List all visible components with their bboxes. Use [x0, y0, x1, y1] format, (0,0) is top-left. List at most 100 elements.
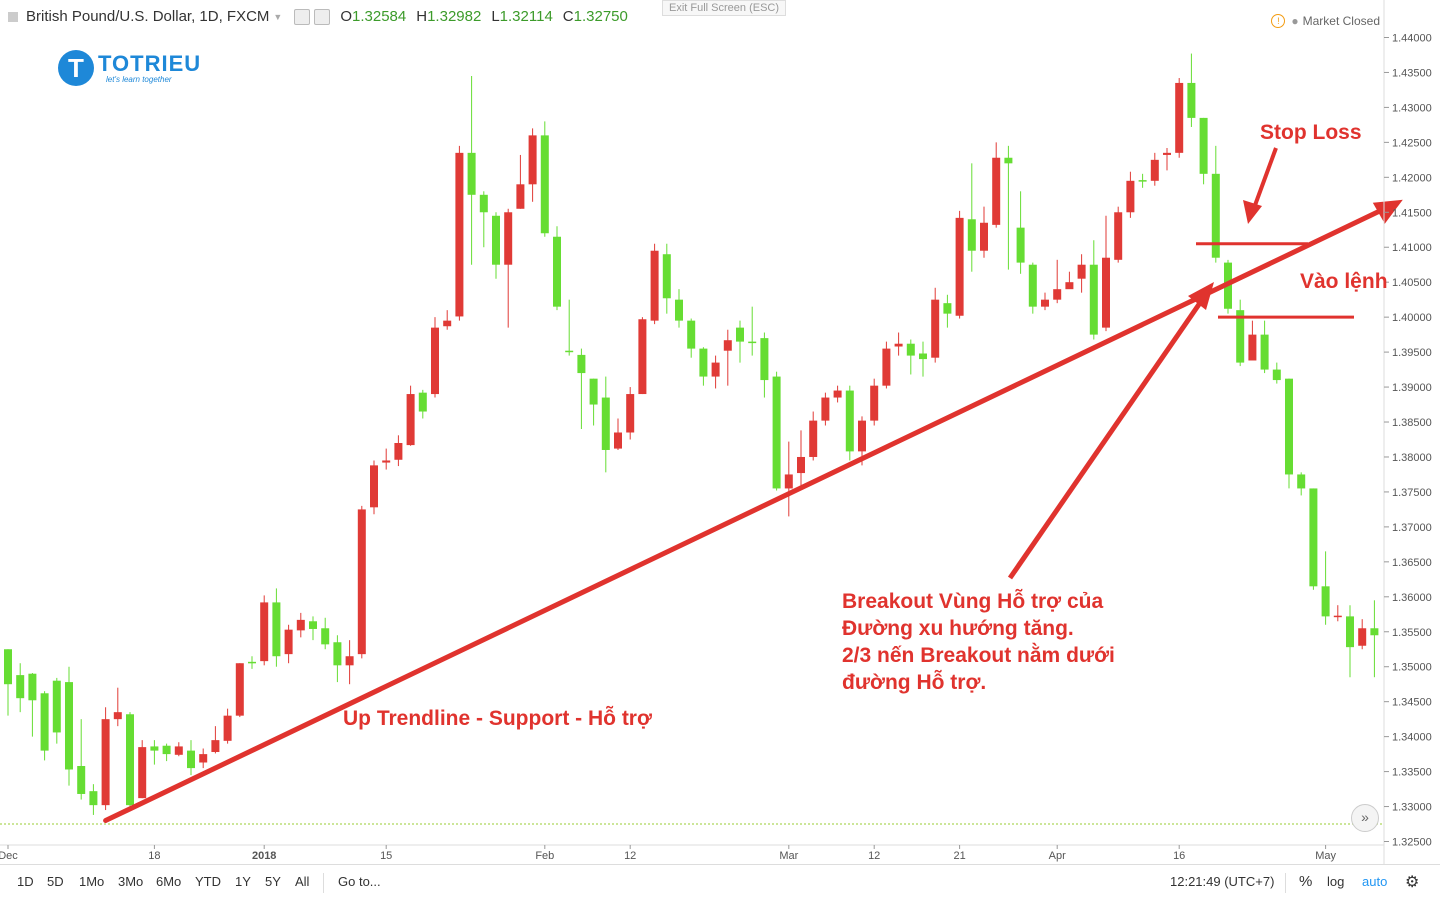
candle-body — [845, 390, 854, 452]
candle-body — [614, 432, 622, 449]
candle-body — [1102, 257, 1110, 328]
candle-body — [736, 327, 744, 342]
percent-toggle[interactable]: % — [1299, 873, 1313, 890]
candle-down — [1041, 292, 1049, 311]
candle-down — [626, 387, 635, 440]
y-tick-label: 1.33000 — [1392, 802, 1432, 814]
auto-toggle[interactable]: auto — [1362, 874, 1388, 889]
range-ytd-button[interactable]: YTD — [195, 874, 221, 889]
candle-down — [821, 392, 830, 426]
candle-body — [943, 303, 952, 314]
goto-button[interactable]: Go to... — [338, 874, 381, 889]
candle-body — [516, 184, 525, 209]
candle-up — [906, 339, 915, 375]
candle-down — [1150, 152, 1159, 186]
candle-body — [382, 460, 391, 463]
candle-up — [150, 740, 159, 765]
candle-down — [113, 687, 122, 727]
range-1y-button[interactable]: 1Y — [235, 874, 251, 889]
candle-body — [260, 602, 269, 662]
candle-body — [967, 219, 976, 251]
candle-body — [931, 299, 940, 358]
candle-body — [906, 343, 915, 356]
candle-body — [1321, 586, 1330, 617]
gear-icon[interactable]: ⚙ — [1405, 874, 1420, 891]
y-tick-label: 1.40500 — [1392, 277, 1432, 289]
candle-down — [1102, 215, 1110, 332]
collapse-icon[interactable] — [8, 11, 18, 22]
y-tick-label: 1.40000 — [1392, 312, 1432, 324]
y-tick-label: 1.38500 — [1392, 417, 1432, 429]
y-tick-label: 1.35500 — [1392, 627, 1432, 639]
candle-body — [1333, 615, 1342, 618]
candle-up — [52, 677, 61, 744]
logo-name: TOTRIEU — [98, 50, 202, 76]
range-5y-button[interactable]: 5Y — [265, 874, 281, 889]
range-6mo-button[interactable]: 6Mo — [156, 874, 182, 889]
x-tick-label: 21 — [953, 850, 965, 862]
candle-down — [357, 505, 366, 659]
candle-body — [1065, 282, 1074, 290]
range-1d-button[interactable]: 1D — [17, 874, 34, 889]
candle-up — [1370, 600, 1379, 678]
candle-down — [235, 663, 244, 718]
candle-up — [1236, 299, 1245, 367]
candle-body — [357, 509, 366, 655]
candle-up — [577, 348, 586, 430]
candle-up — [736, 320, 744, 363]
y-tick-label: 1.42500 — [1392, 137, 1432, 149]
chevron-down-icon[interactable]: ▼ — [273, 11, 283, 22]
candle-up — [187, 740, 195, 776]
candle-body — [723, 340, 732, 351]
price-chart[interactable]: 1.32500 1.33000 1.33500 1.34000 1.34500 1.350… — [0, 0, 1440, 864]
breakout-annotation: Breakout Vùng Hỗ trợ của Đường xu hướng … — [842, 588, 1115, 696]
candle-up — [89, 784, 98, 815]
x-tick-label: Dec — [0, 850, 18, 862]
exit-fullscreen-button[interactable]: Exit Full Screen (ESC) — [662, 0, 787, 16]
candle-body — [870, 385, 879, 421]
clock-icon: ! — [1271, 14, 1286, 28]
compare-icon[interactable] — [314, 8, 331, 25]
candle-body — [589, 378, 598, 405]
clock-readout: 12:21:49 (UTC+7) — [1170, 874, 1275, 889]
candle-down — [784, 441, 793, 517]
candle-body — [675, 299, 683, 321]
candle-body — [528, 135, 537, 185]
range-1mo-button[interactable]: 1Mo — [79, 874, 105, 889]
settings-icon[interactable] — [294, 8, 311, 25]
candle-down — [455, 145, 464, 321]
y-tick-label: 1.33500 — [1392, 767, 1432, 779]
y-tick-label: 1.39000 — [1392, 382, 1432, 394]
toolbar-divider — [1285, 873, 1286, 893]
candle-up — [601, 376, 610, 473]
close-label: C — [562, 8, 574, 25]
candle-down — [284, 624, 293, 664]
candle-body — [553, 236, 561, 307]
candle-down — [528, 128, 537, 202]
candle-down — [723, 329, 732, 386]
range-all-button[interactable]: All — [295, 874, 310, 889]
candle-up — [1272, 362, 1281, 384]
scroll-to-end-button[interactable]: » — [1351, 804, 1379, 832]
range-5d-button[interactable]: 5D — [47, 874, 64, 889]
candle-down — [1163, 147, 1171, 171]
range-3mo-button[interactable]: 3Mo — [118, 874, 144, 889]
candle-body — [370, 465, 378, 508]
log-toggle[interactable]: log — [1327, 874, 1345, 889]
candle-down — [382, 448, 391, 470]
candle-down — [638, 317, 647, 395]
trendline-annotation: Up Trendline - Support - Hỗ trợ — [343, 707, 652, 730]
candle-body — [1163, 152, 1171, 155]
candle-down — [870, 378, 879, 426]
candle-down — [1175, 78, 1184, 158]
symbol-title[interactable]: British Pound/U.S. Dollar, 1D, FXCM — [26, 8, 270, 25]
candle-body — [309, 621, 317, 629]
candle-body — [492, 215, 500, 265]
candle-body — [504, 212, 513, 265]
candle-body — [52, 680, 61, 733]
candle-down — [980, 206, 988, 258]
candle-down — [711, 355, 720, 389]
x-tick-label: Feb — [535, 850, 554, 862]
candle-body — [394, 442, 403, 460]
